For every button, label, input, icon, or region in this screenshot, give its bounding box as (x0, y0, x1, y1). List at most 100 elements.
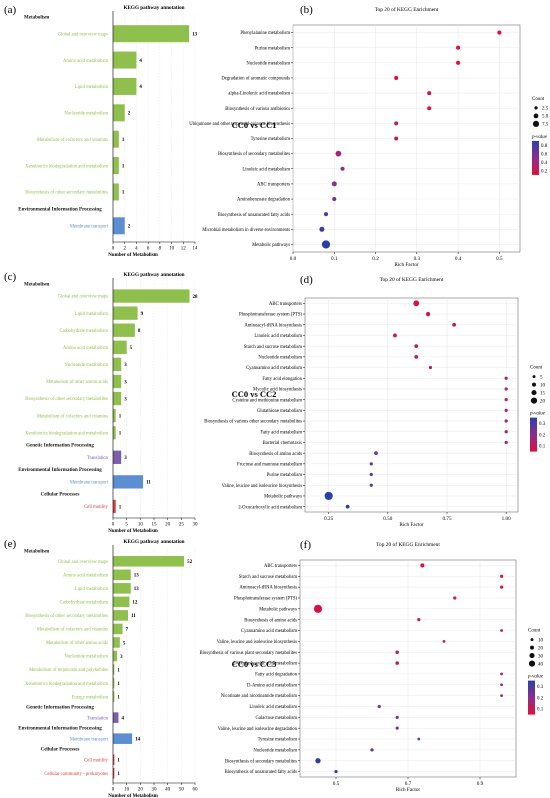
scatter-point (334, 769, 338, 774)
pvalue-legend-tick: 0.6 (541, 152, 548, 157)
bar (113, 289, 190, 303)
bar-category-label: Nucleotide metabolism (64, 363, 108, 368)
bar (113, 426, 116, 440)
scatter-category-label: Phosphotransferase system (PTS) (234, 597, 297, 602)
bar-group-header: Cellular Processes (41, 748, 80, 753)
bar-category-label: Membrane transport (70, 225, 109, 230)
bar (113, 357, 122, 372)
pvalue-legend-title: p-value (527, 675, 544, 680)
scatter-category-label: Biosynthesis of unsaturated fatty acids (225, 770, 298, 775)
scatter-point (453, 596, 457, 600)
scatter-x-tick-label: 0.2 (372, 256, 379, 262)
bar-category-label: Amino acid metabolism (63, 574, 108, 579)
pvalue-legend-tick: 0.3 (537, 685, 544, 690)
bar-category-label: Nucleotide metabolism (64, 655, 108, 660)
scatter-x-tick-label: 0.4 (455, 256, 462, 262)
scatter-point (377, 704, 381, 709)
count-legend-title: Count (532, 97, 545, 102)
scatter-category-label: Linoleic acid metabolism (242, 167, 290, 172)
bar-category-label: Amino acid metabolism (63, 59, 108, 64)
scatter-category-label: Nucleotide metabolism (253, 748, 297, 753)
pvalue-legend-tick: 0.4 (541, 161, 548, 166)
scatter-point (456, 60, 461, 65)
bar-x-tick-label: 10 (169, 247, 175, 252)
bar (113, 340, 127, 354)
scatter-point (374, 451, 378, 456)
scatter-category-label: Valine, leucine and isoleucine biosynthe… (222, 484, 302, 489)
bar (113, 691, 115, 702)
bar (113, 596, 130, 608)
count-legend-value: 5.0 (542, 115, 549, 120)
panel-label: (a) (4, 4, 17, 16)
scatter-point (414, 354, 419, 359)
bar-group-header: Environmental Information Processing (18, 207, 102, 212)
count-legend-title: Count (528, 629, 541, 634)
bar-category-label: Lipid metabolism (75, 587, 109, 592)
scatter-point (369, 472, 373, 477)
scatter-category-label: Glutathione metabolism (257, 409, 303, 414)
count-legend-value: 7.5 (542, 123, 549, 128)
scatter-category-label: Fatty acid metabolism (260, 430, 302, 435)
bar-x-tick-label: 40 (165, 788, 171, 793)
bar-value-label: 52 (187, 560, 193, 565)
scatter-category-label: Starch and sucrose metabolism (239, 575, 298, 580)
scatter-category-label: Biosynthesis of unsaturated fatty acids (218, 213, 291, 218)
scatter-point (331, 181, 337, 187)
scatter-point (504, 419, 508, 423)
scatter-category-label: Degradation of aromatic compounds (221, 77, 290, 82)
bar-x-tick-label: 10 (138, 523, 144, 528)
bar-value-label: 13 (192, 32, 198, 37)
pvalue-legend-tick: 0.3 (539, 422, 546, 427)
scatter-category-label: ABC transporters (257, 183, 290, 188)
bar-category-label: Biosynthesis of other secondary metaboli… (25, 191, 108, 196)
bar-category-label: Energy metabolism (72, 695, 109, 700)
scatter-category-label: Metabolic pathways (259, 607, 297, 612)
scatter-category-label: Aminoacyl-tRNA biosynthesis (244, 323, 302, 328)
count-legend-value: 20 (538, 646, 544, 651)
scatter-point (345, 504, 350, 509)
bar-value-label: 9 (141, 312, 144, 317)
scatter-point (370, 748, 374, 752)
bar-value-label: 14 (135, 737, 141, 742)
pvalue-colorbar (530, 417, 537, 452)
bar (113, 637, 120, 648)
bar-category-label: Metabolism of cofactors and vitamins (37, 414, 108, 419)
scatter-point (395, 650, 399, 655)
bar (113, 677, 115, 689)
scatter-category-label: Tyrosine metabolism (258, 738, 298, 743)
scatter-plot-area (304, 297, 519, 513)
bar-value-label: 11 (146, 481, 151, 486)
bar-category-label: Xenobiotics biodegradation and metabolis… (25, 164, 108, 169)
scatter-category-label: Ubiquinone and other terpenoid-quinone b… (189, 122, 290, 127)
bar-category-label: Membrane transport (70, 481, 109, 486)
bar-category-label: Xenobiotics biodegradation and metabolis… (25, 431, 108, 436)
scatter-point (500, 629, 504, 632)
bar (113, 306, 138, 320)
scatter-point (414, 344, 419, 349)
bar-category-label: Metabolism of terpenoids and polyketides (29, 668, 108, 673)
panel-label: (c) (4, 271, 17, 283)
scatter-point (497, 30, 502, 35)
pvalue-colorbar (528, 680, 535, 715)
scatter-x-tick-label: 0.0 (290, 256, 297, 262)
bar-group-header: Genetic Information Processing (26, 444, 94, 449)
comparison-label: CC0 vs CC3 (232, 659, 277, 669)
scatter-point (504, 408, 508, 412)
scatter-point (456, 45, 461, 50)
bar-value-label: 8 (138, 329, 141, 334)
bar (113, 183, 119, 201)
bar-category-label: Metabolism of other amino acids (46, 641, 108, 646)
bar (113, 733, 133, 744)
scatter-point (500, 694, 504, 698)
scatter-x-tick-label: 0.75 (442, 516, 451, 522)
scatter-category-label: Fructose and mannose metabolism (237, 462, 302, 467)
count-legend-value: 30 (538, 654, 544, 659)
scatter-x-tick-label: 1.00 (502, 516, 511, 522)
bar-value-label: 5 (130, 346, 133, 351)
scatter-point (324, 491, 333, 501)
bar (113, 77, 137, 95)
count-legend-dot (532, 120, 540, 128)
bar-x-tick-label: 60 (193, 788, 199, 793)
bar-group-header: Metabolism (24, 282, 50, 287)
scatter-point (340, 166, 345, 171)
